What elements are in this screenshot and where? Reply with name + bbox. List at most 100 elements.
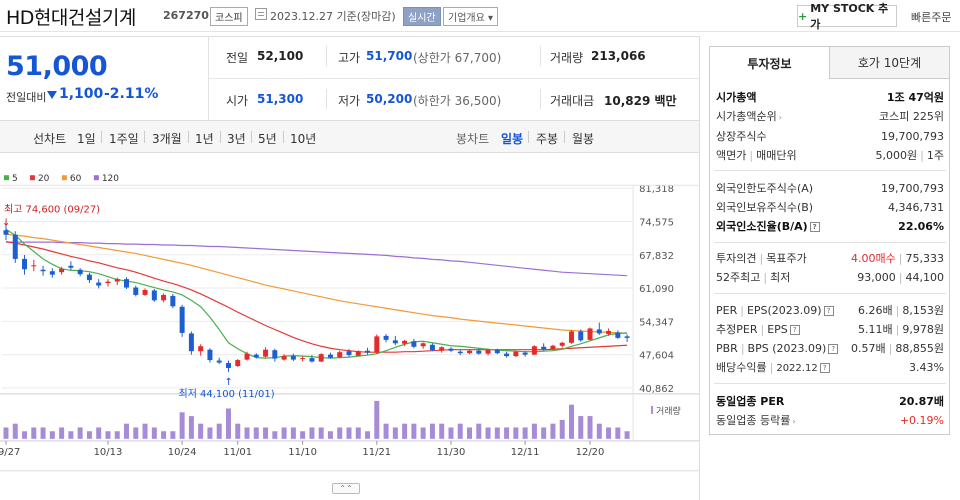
period-3y[interactable]: 3년 xyxy=(227,132,246,146)
volume-bar xyxy=(559,419,565,439)
volume-bar xyxy=(448,427,454,439)
industry-per-label: 동일업종 PER xyxy=(716,395,785,408)
legend-swatch xyxy=(29,175,35,181)
stock-chart[interactable]: 5 20 60 120 81,318 74,575 67,832 61,090 54,347 47… xyxy=(0,153,700,500)
candle-body xyxy=(216,360,222,363)
opinion-value: 4.00매수 xyxy=(851,252,896,265)
trade-unit-label: 매매단위 xyxy=(756,149,797,162)
candle-body xyxy=(587,328,593,340)
candle-body xyxy=(309,358,315,362)
volume-bar xyxy=(355,427,361,439)
candle-body xyxy=(374,336,380,353)
pbr-value: 0.57배 xyxy=(851,342,886,355)
separator: | xyxy=(888,342,893,355)
tab-orderbook[interactable]: 호가 10단계 xyxy=(829,46,950,79)
market-cap-label: 시가총액 xyxy=(716,91,757,104)
period-3m[interactable]: 3개월 xyxy=(152,132,182,146)
help-icon[interactable]: ? xyxy=(809,222,820,232)
volume-bar xyxy=(550,423,556,439)
cap-rank-value: 코스피 225위 xyxy=(879,110,944,123)
candle-body xyxy=(522,352,528,355)
volume-bar xyxy=(513,427,519,439)
volume-bar xyxy=(318,427,324,439)
target-price-label: 목표주가 xyxy=(766,252,807,265)
header-bar xyxy=(0,0,960,32)
candle-body xyxy=(568,331,574,343)
volume-bar xyxy=(383,423,389,439)
candle-body xyxy=(596,329,602,334)
my-stock-add-button[interactable]: + MY STOCK 추가 xyxy=(797,2,897,31)
quick-order-link[interactable]: 빠른주문 xyxy=(911,11,952,24)
volume-bar xyxy=(22,431,28,439)
candle-body xyxy=(281,356,287,360)
market-badge: 코스피 xyxy=(210,7,248,26)
candle-body xyxy=(559,342,565,346)
period-5y[interactable]: 5년 xyxy=(258,132,277,146)
help-icon[interactable]: ? xyxy=(819,363,830,373)
foreign-limit-row: 외국인한도주식수(A) 19,700,793 xyxy=(716,180,944,196)
volume-bar xyxy=(541,427,547,439)
high-arrow-icon: ↓ xyxy=(2,217,10,228)
period-1y[interactable]: 1년 xyxy=(195,132,214,146)
market-cap-row: 시가총액 1조 47억원 xyxy=(716,89,944,105)
tab-invest-info[interactable]: 투자정보 xyxy=(709,46,830,79)
divider xyxy=(101,131,102,143)
amount-label: 거래대금 xyxy=(550,94,595,108)
eps-label: EPS(2023.09) xyxy=(746,303,822,317)
dividend-date: 2022.12 xyxy=(776,363,818,374)
x-tick-label: 10/24 xyxy=(168,447,197,458)
candle-body xyxy=(40,269,46,272)
candle-body xyxy=(402,340,408,344)
chart-resize-handle[interactable]: ⌃⌃ xyxy=(332,483,360,494)
candle-body xyxy=(142,289,148,295)
candle-monthly[interactable]: 월봉 xyxy=(572,132,595,146)
divider xyxy=(830,78,950,79)
period-1d[interactable]: 1일 xyxy=(77,132,96,146)
company-info-button[interactable]: 기업개요 ▾ xyxy=(443,7,499,26)
volume-bar xyxy=(429,423,435,439)
legend-label-5: 5 xyxy=(12,174,18,184)
candle-body xyxy=(429,344,435,351)
volume-bar xyxy=(337,427,343,439)
candle-body xyxy=(124,279,130,288)
par-row: 액면가 | 매매단위 5,000원 | 1주 xyxy=(716,147,944,163)
y-tick-label: 81,318 xyxy=(639,184,674,195)
ma20-line xyxy=(5,241,628,353)
legend-swatch xyxy=(3,175,9,181)
par-value: 5,000원 xyxy=(875,149,918,162)
divider xyxy=(714,242,946,243)
realtime-button[interactable]: 실시간 xyxy=(403,7,441,26)
divider xyxy=(208,78,700,79)
candle-weekly[interactable]: 주봉 xyxy=(536,132,559,146)
volume-bar xyxy=(198,423,204,439)
volume-bar xyxy=(188,416,194,439)
help-icon[interactable]: ? xyxy=(828,343,839,354)
y-tick-label: 61,090 xyxy=(639,284,674,295)
volume-bar xyxy=(235,423,241,439)
x-tick-label: 12/20 xyxy=(576,447,605,458)
candle-daily[interactable]: 일봉 xyxy=(501,132,524,146)
current-price: 51,000 xyxy=(6,51,108,82)
volume-bar xyxy=(374,400,380,439)
w52-row: 52주최고 | 최저 93,000 | 44,100 xyxy=(716,269,944,285)
est-per-row: 추정PER | EPS? 5.11배 | 9,978원 xyxy=(716,321,944,337)
target-price-value: 75,333 xyxy=(905,252,945,265)
volume-bar xyxy=(420,427,426,439)
divider xyxy=(540,89,541,109)
help-icon[interactable]: ? xyxy=(789,325,800,335)
period-10y[interactable]: 10년 xyxy=(290,132,317,146)
period-1w[interactable]: 1주일 xyxy=(109,132,139,146)
legend-swatch xyxy=(61,175,67,181)
volume-legend-label: 거래량 xyxy=(656,405,681,417)
help-icon[interactable]: ? xyxy=(823,305,834,316)
candle-body xyxy=(392,340,398,344)
pbr-label: PBR xyxy=(716,341,738,355)
base-date: 2023.12.27 기준(장마감) xyxy=(270,10,396,23)
est-eps-value: 9,978원 xyxy=(902,323,944,336)
volume-bar xyxy=(624,431,630,439)
candle-body xyxy=(253,354,259,358)
volume-bar xyxy=(151,427,157,439)
open-label: 시가 xyxy=(226,94,249,108)
volume-bar xyxy=(49,431,55,439)
volume-bar xyxy=(59,427,65,439)
